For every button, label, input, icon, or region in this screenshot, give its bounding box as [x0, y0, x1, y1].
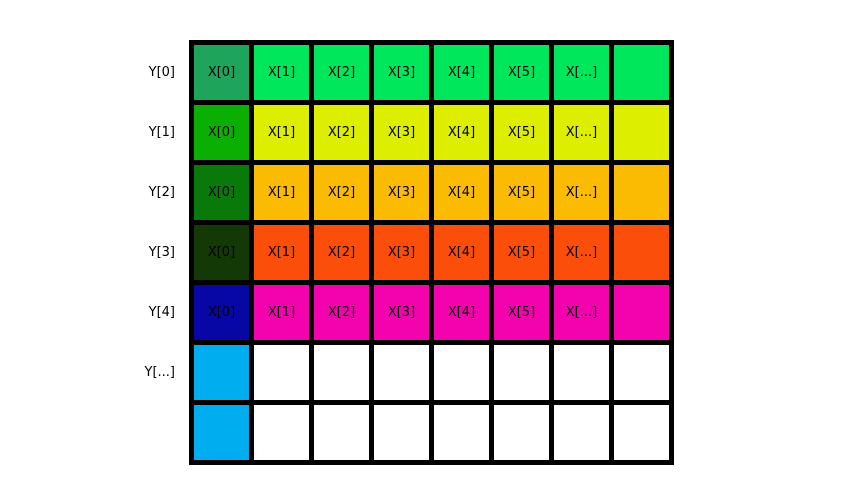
grid-cell: X[5] [494, 285, 549, 340]
grid-cell [494, 345, 549, 400]
grid-cell: X[3] [374, 45, 429, 100]
grid-cell: X[2] [314, 105, 369, 160]
grid-cell: X[1] [254, 165, 309, 220]
grid-cell: X[0] [194, 165, 249, 220]
grid-cell [494, 405, 549, 460]
grid-cell: X[4] [434, 225, 489, 280]
grid-cell [434, 345, 489, 400]
grid-cell: X[3] [374, 165, 429, 220]
grid-cell [554, 405, 609, 460]
grid-cell: X[5] [494, 225, 549, 280]
row-label: Y[1] [148, 125, 175, 140]
grid-cell [194, 345, 249, 400]
grid-cell [194, 405, 249, 460]
grid-cell: X[2] [314, 165, 369, 220]
grid-cell [614, 105, 669, 160]
grid-cell: X[1] [254, 285, 309, 340]
grid-cell [314, 345, 369, 400]
grid-cell: X[...] [554, 105, 609, 160]
grid-cell: X[1] [254, 225, 309, 280]
grid-cell [374, 405, 429, 460]
row-label: Y[0] [148, 65, 175, 80]
grid-cell [314, 405, 369, 460]
grid-cell [614, 405, 669, 460]
grid-cell: X[5] [494, 165, 549, 220]
grid-cell: X[...] [554, 165, 609, 220]
grid-cell [614, 345, 669, 400]
row-label: Y[2] [148, 185, 175, 200]
grid-cell: X[4] [434, 285, 489, 340]
grid-cell [614, 285, 669, 340]
grid-cell: X[5] [494, 45, 549, 100]
grid-cell: X[1] [254, 105, 309, 160]
grid-cell [434, 405, 489, 460]
grid-cell: X[0] [194, 45, 249, 100]
grid-cell: X[2] [314, 225, 369, 280]
grid-cell: X[4] [434, 165, 489, 220]
grid-cell: X[3] [374, 105, 429, 160]
grid-cell: X[1] [254, 45, 309, 100]
grid-cell [254, 345, 309, 400]
grid-cell [614, 165, 669, 220]
grid-cell: X[5] [494, 105, 549, 160]
row-label: Y[3] [148, 245, 175, 260]
grid-cell [614, 45, 669, 100]
grid-cell [374, 345, 429, 400]
array-grid: X[0] X[1] X[2] X[3] X[4] X[5] X[...] X[0] X[1] X[… [189, 40, 674, 465]
grid-cell: X[...] [554, 285, 609, 340]
grid-cell [614, 225, 669, 280]
row-label: Y[4] [148, 305, 175, 320]
grid-cell: X[2] [314, 285, 369, 340]
grid-cell [254, 405, 309, 460]
grid-cell: X[2] [314, 45, 369, 100]
grid-cell: X[0] [194, 285, 249, 340]
grid-cell: X[0] [194, 225, 249, 280]
row-label: Y[...] [144, 365, 175, 380]
grid-cell: X[3] [374, 225, 429, 280]
grid-cell: X[...] [554, 45, 609, 100]
grid-cell: X[3] [374, 285, 429, 340]
grid-cell: X[4] [434, 45, 489, 100]
grid-cell [554, 345, 609, 400]
grid-cell: X[...] [554, 225, 609, 280]
grid-cell: X[0] [194, 105, 249, 160]
grid-cell: X[4] [434, 105, 489, 160]
